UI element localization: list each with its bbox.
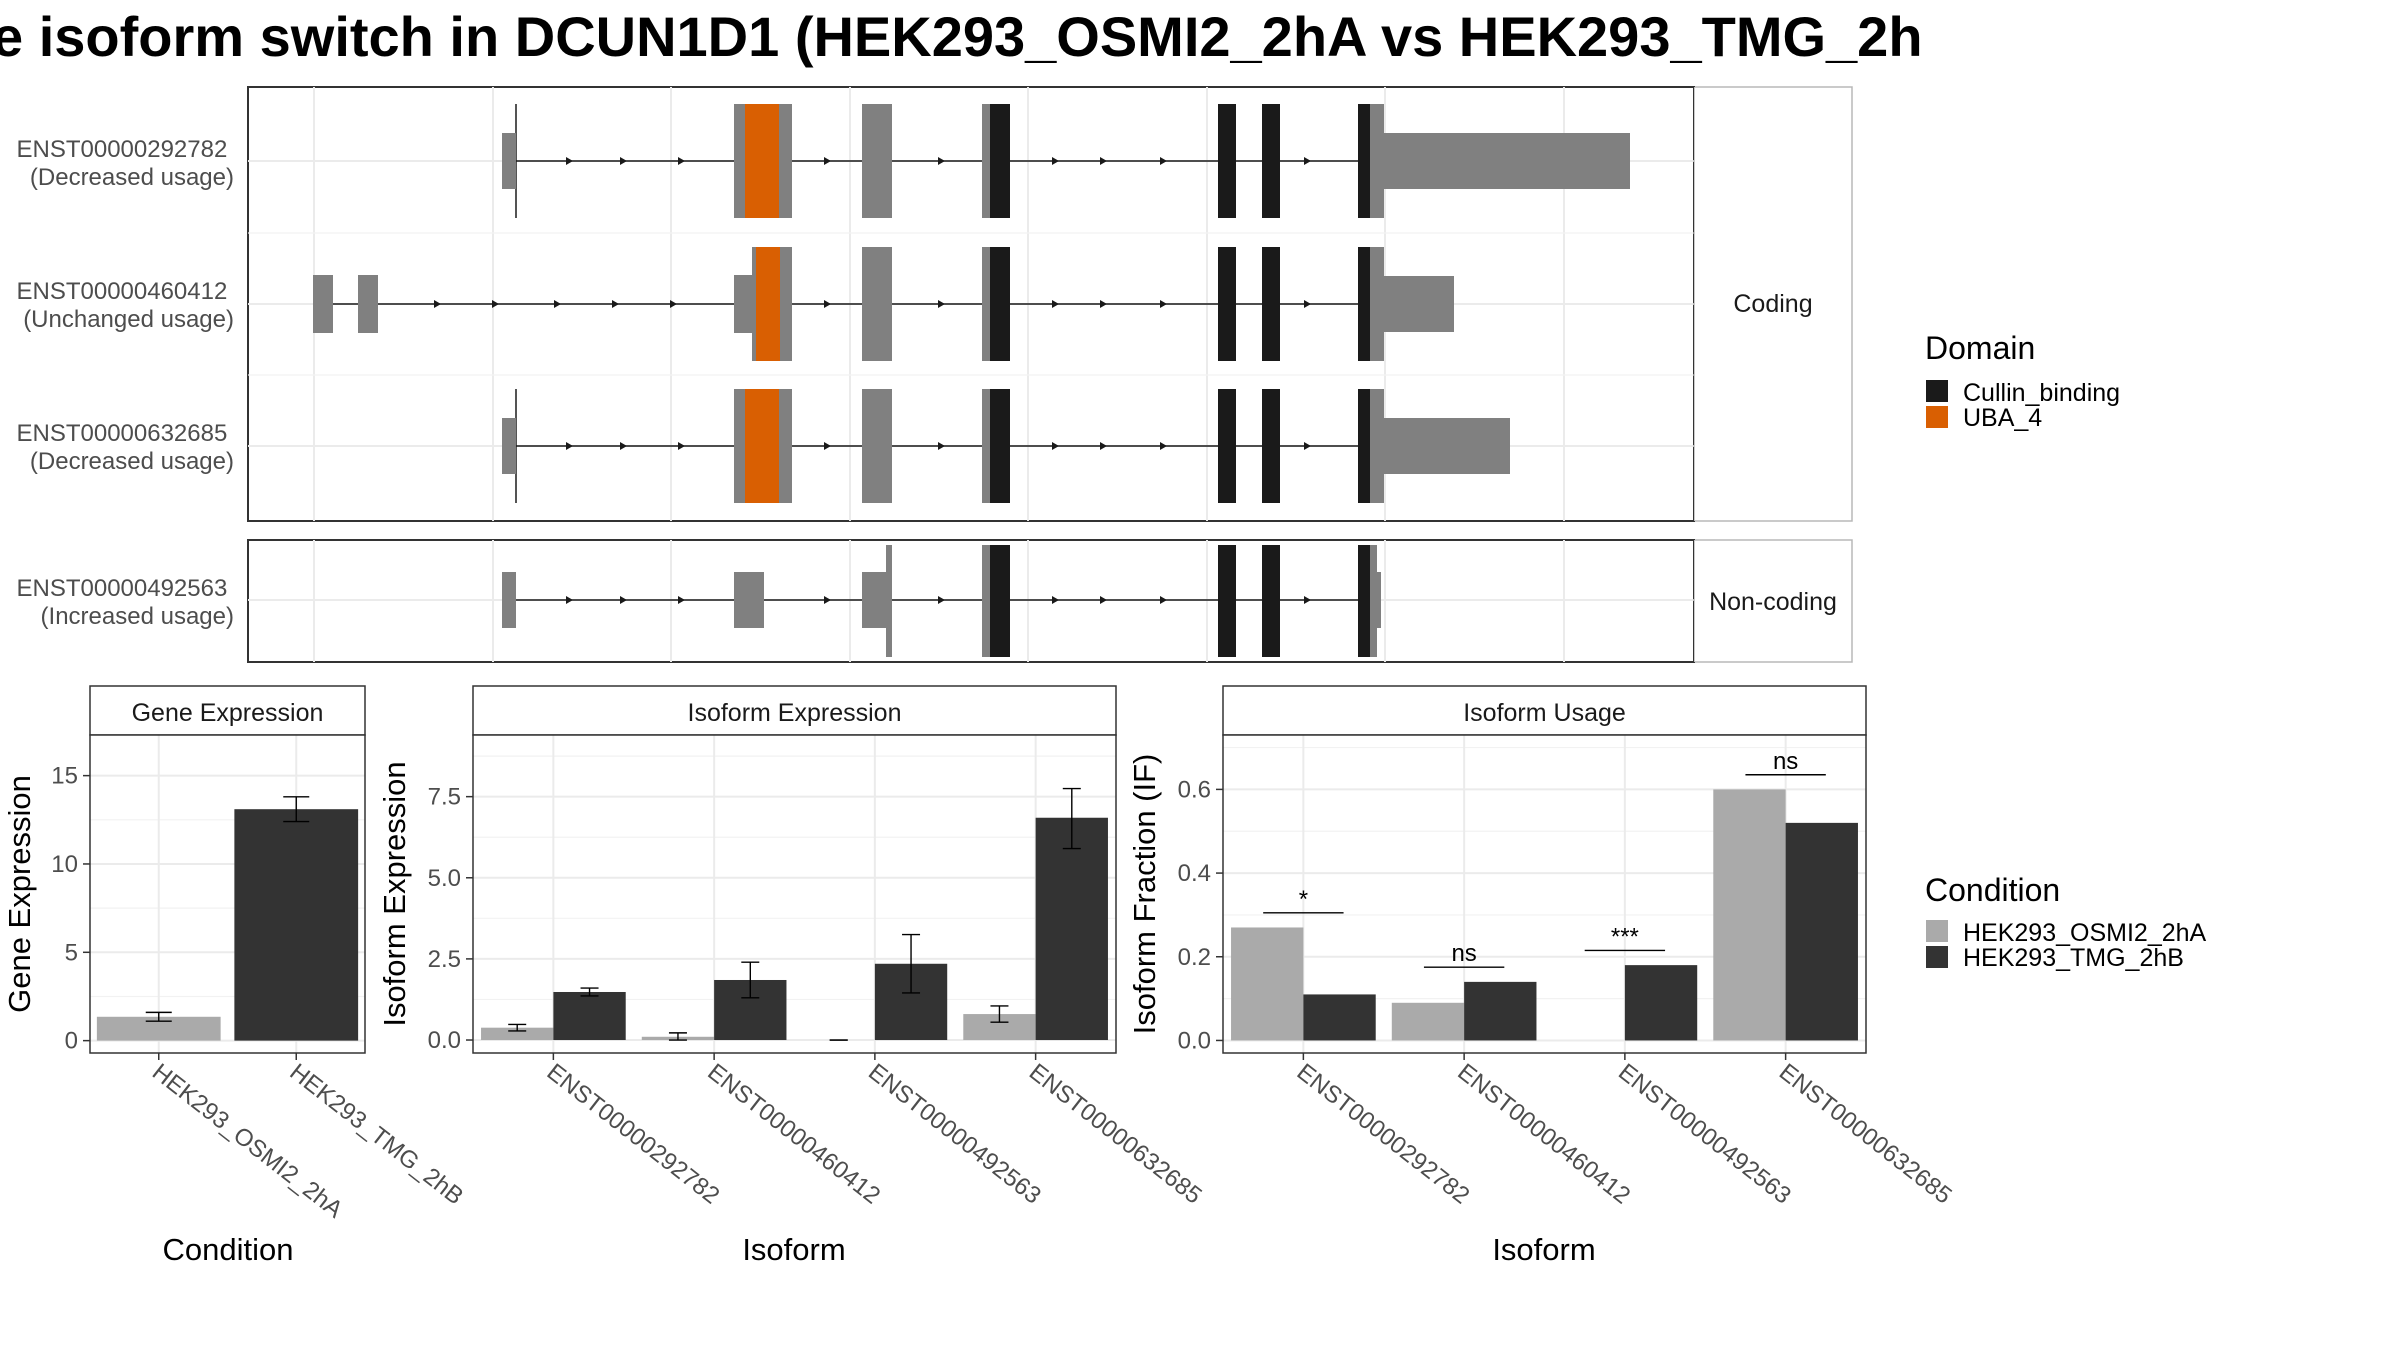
y-tick-label: 0.6 [1178, 776, 1211, 803]
x-category-label: ENST00000632685 [1774, 1058, 1957, 1209]
bar-HEK293_TMG_2hB-ENST00000632685 [1035, 817, 1108, 1041]
strip-label: Isoform Expression [688, 699, 902, 727]
cullin-binding-domain [990, 545, 1010, 657]
facet-label-noncoding: Non-coding [1709, 588, 1837, 616]
transcript-model-3 [502, 389, 1510, 503]
y-tick-label: 15 [51, 763, 78, 790]
x-axis-title: Condition [163, 1232, 294, 1267]
facet-strip-noncoding [1693, 539, 1853, 663]
bar-HEK293_TMG_2hB [234, 809, 359, 1041]
bar-HEK293_TMG_2hB-ENST00000492563 [1624, 965, 1698, 1041]
transcript-label-4: ENST00000492563 (Increased usage) [16, 575, 234, 630]
cullin-binding-domain [990, 104, 1010, 218]
bar-HEK293_OSMI2_2hA [96, 1016, 221, 1041]
figure-title: e isoform switch in DCUN1D1 (HEK293_OSMI… [0, 5, 1923, 68]
legend-label-uba: UBA_4 [1963, 404, 2042, 432]
y-tick-label: 0.4 [1178, 860, 1211, 887]
transcript-model-4 [502, 545, 1381, 657]
y-tick-label: 2.5 [428, 946, 461, 973]
facet-strip-coding [1693, 86, 1853, 522]
domain-legend-title: Domain [1925, 330, 2035, 366]
transcript-model-1 [502, 104, 1630, 218]
uba-domain [745, 104, 779, 218]
bar-HEK293_TMG_2hB-ENST00000460412 [1464, 981, 1537, 1041]
strip-box [1222, 685, 1867, 736]
y-tick-label: 0.0 [428, 1027, 461, 1054]
transcript-label-3: ENST00000632685 (Decreased usage) [16, 420, 234, 475]
strip-label: Gene Expression [132, 699, 324, 727]
cullin-binding-domain [990, 389, 1010, 503]
panel-border [89, 734, 366, 1054]
bar-HEK293_TMG_2hB-ENST00000292782 [1303, 994, 1376, 1041]
bar-HEK293_OSMI2_2hA-ENST00000632685 [1713, 789, 1786, 1041]
y-tick-label: 5.0 [428, 865, 461, 892]
y-tick-label: 10 [51, 851, 78, 878]
panel-border [472, 734, 1117, 1054]
x-category-label: ENST00000492563 [1613, 1058, 1796, 1209]
x-category-label: ENST00000292782 [542, 1058, 725, 1209]
transcript-structure-panel: Coding Non-coding ENST00000292782 (Decre… [16, 86, 1853, 663]
isoform-expression-chart: Isoform Expression 0.0 2.5 5.0 7.5 ENST000002… [377, 685, 1207, 1267]
y-tick-label: 0 [65, 1028, 78, 1055]
x-axis-title: Isoform [1492, 1232, 1595, 1267]
y-tick-label: 0.2 [1178, 944, 1211, 971]
bar-HEK293_OSMI2_2hA-ENST00000292782 [1231, 927, 1304, 1041]
x-category-label: ENST00000492563 [863, 1058, 1046, 1209]
y-axis-title: Isoform Fraction (IF) [1127, 754, 1162, 1035]
x-category-label: ENST00000632685 [1024, 1058, 1207, 1209]
x-category-label: ENST00000460412 [702, 1058, 885, 1209]
significance-label: *** [1611, 923, 1639, 950]
condition-legend-title: Condition [1925, 872, 2060, 908]
domain-legend: Domain Cullin_binding UBA_4 [1925, 330, 2120, 432]
x-axis-title: Isoform [742, 1232, 845, 1267]
y-tick-label: 0.0 [1178, 1027, 1211, 1054]
significance-label: ns [1451, 940, 1476, 967]
uba-domain [756, 247, 780, 361]
facet-label-coding: Coding [1733, 290, 1812, 318]
significance-label: ns [1773, 748, 1798, 775]
x-category-label: ENST00000292782 [1292, 1058, 1475, 1209]
y-axis-title: Gene Expression [2, 775, 37, 1013]
bar-HEK293_TMG_2hB-ENST00000632685 [1785, 822, 1858, 1041]
condition-legend: Condition HEK293_OSMI2_2hA HEK293_TMG_2h… [1925, 872, 2207, 972]
legend-label-cond-a: HEK293_OSMI2_2hA [1963, 919, 2207, 947]
cullin-binding-domain [990, 247, 1010, 361]
uba-domain [745, 389, 779, 503]
legend-label-cond-b: HEK293_TMG_2hB [1963, 944, 2184, 972]
transcript-label-2: ENST00000460412 (Unchanged usage) [16, 278, 234, 333]
legend-label-cullin: Cullin_binding [1963, 379, 2120, 407]
bar-HEK293_OSMI2_2hA-ENST00000460412 [1391, 1002, 1465, 1041]
legend-swatch-cond-a [1926, 920, 1948, 942]
isoform-usage-chart: Isoform Usage * ns *** ns 0.0 0.2 0.4 0.6 ENST000… [1127, 685, 1957, 1267]
legend-swatch-uba [1926, 406, 1948, 428]
panel-border [1222, 734, 1867, 1054]
y-axis-title: Isoform Expression [377, 761, 412, 1026]
legend-swatch-cullin [1926, 380, 1948, 402]
strip-box [472, 685, 1117, 736]
legend-swatch-cond-b [1926, 946, 1948, 968]
significance-label: * [1299, 886, 1308, 913]
strip-box [89, 685, 366, 736]
bar-HEK293_OSMI2_2hA-ENST00000292782 [481, 1027, 554, 1041]
y-tick-label: 7.5 [428, 784, 461, 811]
transcript-label-1: ENST00000292782 (Decreased usage) [16, 136, 234, 191]
y-tick-label: 5 [65, 939, 78, 966]
x-category-label: ENST00000460412 [1452, 1058, 1635, 1209]
strip-label: Isoform Usage [1463, 699, 1626, 727]
transcript-model-2 [313, 247, 1454, 361]
bar-HEK293_TMG_2hB-ENST00000292782 [553, 991, 626, 1041]
